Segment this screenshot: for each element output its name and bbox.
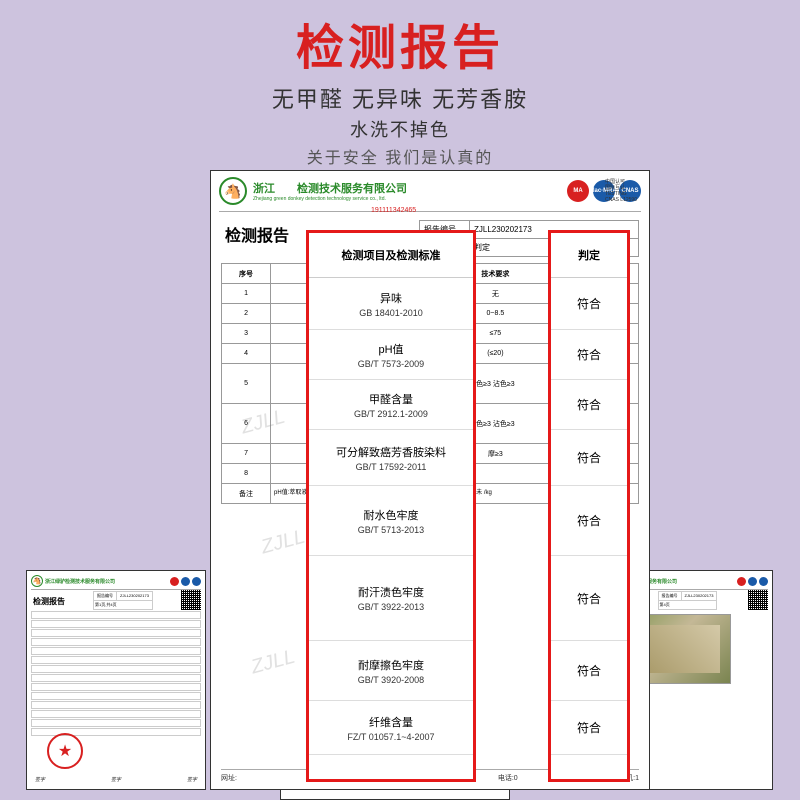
table-row-idx: 2: [222, 304, 271, 324]
mini-report-1: 🐴 浙江绿驴检测技术服务有限公司 检测报告 报告编号ZJLL230202173第…: [26, 570, 206, 790]
badge-caption: 中国认可 国际互认 TESTING CNAS L12590: [605, 179, 637, 203]
mini-row: [31, 665, 201, 673]
table-row-idx: 6: [222, 404, 271, 444]
qr-code-icon: [181, 590, 201, 610]
subtitle-features: 无甲醛 无异味 无芳香胺: [0, 82, 800, 114]
mini-row: [31, 710, 201, 718]
mini-row: [31, 719, 201, 727]
registration-number: 191111342465: [371, 207, 416, 214]
overlay-item: 异味GB 18401-2010: [309, 278, 473, 330]
mini-row: [31, 629, 201, 637]
qr-code-icon: [748, 590, 768, 610]
overlay-verdict: 符合: [551, 330, 627, 380]
overlay-verdict: 符合: [551, 278, 627, 330]
subtitle-slogan: 关于安全 我们是认真的: [0, 144, 800, 168]
note-label: 备注: [222, 484, 271, 504]
company-name-en: Zhejiang green donkey detection technolo…: [253, 196, 407, 202]
mini-row: [31, 656, 201, 664]
mini-row: [31, 611, 201, 619]
table-row-idx: 3: [222, 324, 271, 344]
table-row-idx: 4: [222, 344, 271, 364]
table-row-idx: 8: [222, 464, 271, 484]
table-row-idx: 1: [222, 284, 271, 304]
subtitle-wash: 水洗不掉色: [0, 116, 800, 142]
overlay-verdict: 符合: [551, 486, 627, 556]
mini-row: [31, 674, 201, 682]
overlay-verdict: 符合: [551, 380, 627, 430]
overlay-left-header: 检测项目及检测标准: [309, 233, 473, 278]
overlay-item: 耐摩擦色牢度GB/T 3920-2008: [309, 641, 473, 701]
overlay-verdict: 符合: [551, 641, 627, 701]
mini-company: 浙江绿驴检测技术服务有限公司: [45, 578, 115, 585]
mini-logo-icon: 🐴: [31, 575, 43, 587]
mini-row: [31, 647, 201, 655]
company-logo-icon: 🐴: [219, 177, 247, 205]
overlay-item: 纤维含量FZ/T 01057.1~4-2007: [309, 701, 473, 755]
mini-row: [31, 683, 201, 691]
mini-row: [31, 620, 201, 628]
overlay-verdict: 符合: [551, 556, 627, 641]
overlay-item: 耐汗渍色牢度GB/T 3922-2013: [309, 556, 473, 641]
watermark: ZJLL: [259, 526, 308, 560]
overlay-item: 可分解致癌芳香胺染料GB/T 17592-2011: [309, 430, 473, 486]
watermark: ZJLL: [249, 646, 298, 680]
footer-web: 网址:: [221, 773, 237, 783]
mini-row: [31, 701, 201, 709]
overlay-item: pH值GB/T 7573-2009: [309, 330, 473, 380]
company-name-cn: 浙江 检测技术服务有限公司: [253, 180, 407, 196]
highlight-test-items-column: 检测项目及检测标准 异味GB 18401-2010pH值GB/T 7573-20…: [306, 230, 476, 782]
main-title: 检测报告: [0, 8, 800, 78]
report-title: 检测报告: [225, 222, 289, 246]
col-index: 序号: [222, 264, 271, 284]
overlay-item: 耐水色牢度GB/T 5713-2013: [309, 486, 473, 556]
official-seal-icon: ★: [47, 733, 83, 769]
overlay-verdict: 符合: [551, 430, 627, 486]
table-row-idx: 7: [222, 444, 271, 464]
highlight-verdict-column: 判定 符合符合符合符合符合符合符合符合: [548, 230, 630, 782]
footer-tel: 电话:0: [498, 773, 518, 783]
table-row-idx: 5: [222, 364, 271, 404]
doc-header: 🐴 浙江 检测技术服务有限公司 Zhejiang green donkey de…: [211, 171, 649, 211]
badge-ma-icon: MA: [567, 180, 589, 202]
overlay-right-header: 判定: [551, 233, 627, 278]
mini-row: [31, 638, 201, 646]
page-header: 检测报告 无甲醛 无异味 无芳香胺 水洗不掉色 关于安全 我们是认真的: [0, 0, 800, 168]
mini-title: 检测报告: [33, 596, 65, 607]
overlay-verdict: 符合: [551, 701, 627, 755]
overlay-item: 甲醛含量GB/T 2912.1-2009: [309, 380, 473, 430]
mini-row: [31, 692, 201, 700]
